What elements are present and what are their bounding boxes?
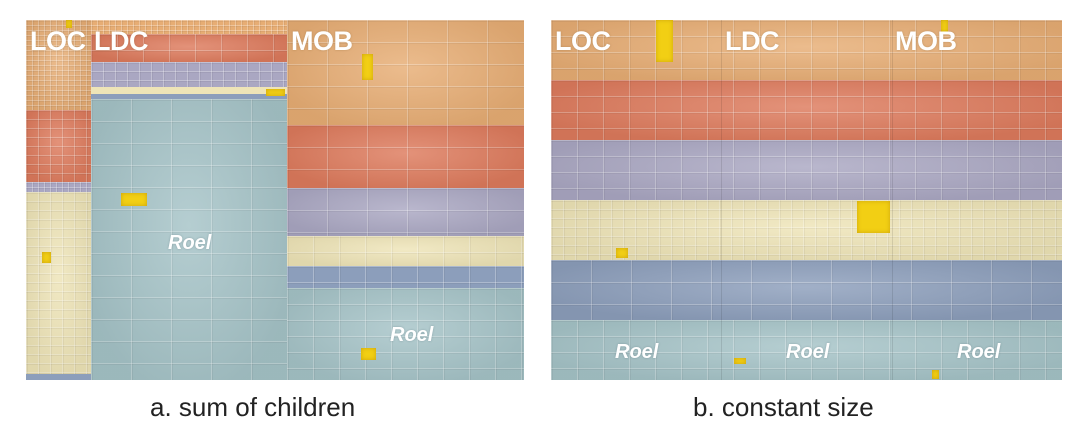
ldc-blue-block	[91, 94, 287, 99]
ldc-lavender-block	[91, 62, 287, 87]
mob-blue-block	[287, 266, 524, 288]
group-label-ldc: LDC	[94, 26, 149, 56]
leaf-label-roel: Roel	[390, 324, 434, 346]
orange-band	[551, 20, 1062, 80]
lavender-band	[551, 140, 1062, 200]
blue-band	[551, 260, 1062, 320]
group-label-mob: MOB	[895, 26, 957, 56]
highlight-cell	[734, 358, 746, 364]
highlight-cell	[857, 201, 890, 233]
highlight-cell	[362, 54, 373, 80]
mob-lavender-block	[287, 188, 524, 236]
highlight-cell	[66, 20, 72, 28]
leaf-label-roel: Roel	[786, 341, 830, 363]
red-band	[551, 80, 1062, 140]
treemap-panel-sum-of-children: LOC LDC MOB Roel Roel	[26, 20, 524, 380]
group-label-loc: LOC	[30, 26, 86, 56]
highlight-cell	[121, 193, 147, 206]
highlight-cell	[616, 248, 628, 258]
highlight-cell	[266, 89, 285, 96]
loc-lavender-block	[26, 182, 91, 192]
loc-cream-block	[26, 192, 91, 374]
highlight-cell	[656, 20, 673, 62]
leaf-label-roel: Roel	[957, 341, 1001, 363]
highlight-cell	[941, 20, 948, 34]
leaf-label-roel: Roel	[615, 341, 659, 363]
group-label-mob: MOB	[291, 26, 353, 56]
column-divider	[721, 20, 722, 380]
treemap-panel-constant-size: LOC LDC MOB Roel Roel Roel	[551, 20, 1062, 380]
ldc-cream-block	[91, 87, 287, 94]
column-divider	[892, 20, 893, 380]
mob-red-block	[287, 125, 524, 188]
group-label-loc: LOC	[555, 26, 611, 56]
caption-constant-size: b. constant size	[693, 392, 874, 422]
highlight-cell	[361, 348, 376, 360]
loc-red-block	[26, 110, 91, 182]
group-label-ldc: LDC	[725, 26, 780, 56]
highlight-cell	[932, 370, 939, 379]
leaf-label-roel: Roel	[168, 232, 212, 254]
mob-cream-block	[287, 236, 524, 266]
caption-sum-of-children: a. sum of children	[150, 392, 356, 422]
highlight-cell	[42, 252, 51, 263]
loc-blue-block	[26, 374, 91, 380]
